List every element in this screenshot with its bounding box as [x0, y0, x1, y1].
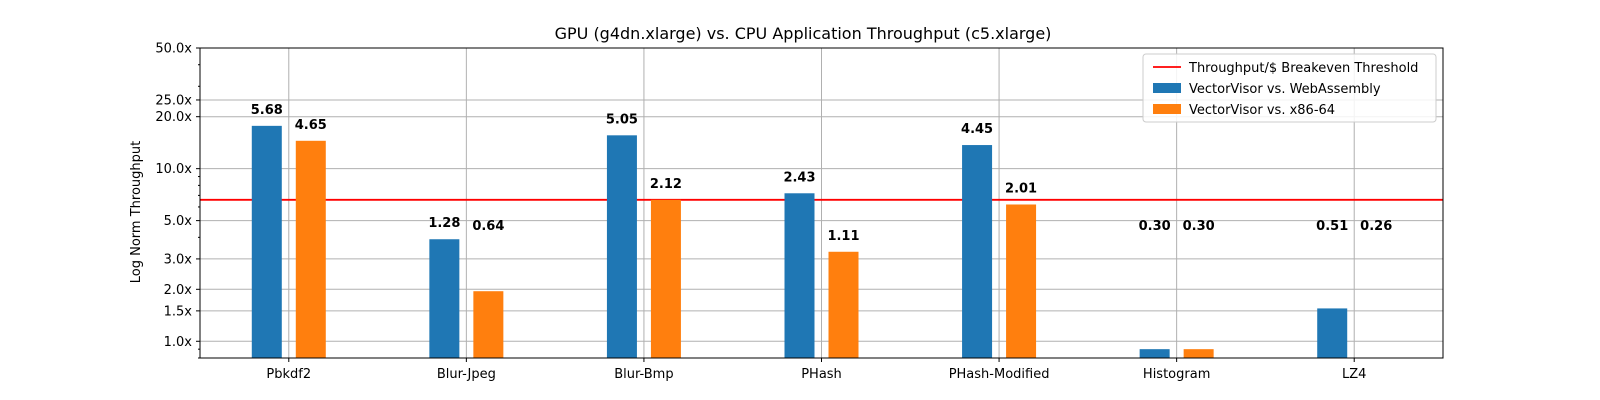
data-label: 4.65 [295, 118, 327, 133]
chart-title: GPU (g4dn.xlarge) vs. CPU Application Th… [555, 24, 1052, 43]
bar [650, 199, 681, 358]
legend-swatch [1153, 104, 1181, 114]
y-axis-label: Log Norm Throughput [129, 141, 144, 283]
y-tick-label: 3.0x [164, 252, 193, 267]
data-label: 4.45 [961, 122, 993, 137]
bar [429, 239, 460, 358]
bar [962, 145, 993, 358]
bar [784, 193, 815, 358]
x-tick-labels: Pbkdf2 Blur-Jpeg Blur-Bmp PHash PHash-Modifi… [266, 358, 1366, 382]
legend: Throughput/$ Breakeven Threshold VectorVi… [1142, 53, 1437, 123]
data-label: 1.28 [428, 216, 460, 231]
y-tick-label: 20.0x [155, 110, 192, 125]
data-label: 0.30 [1139, 219, 1171, 234]
y-tick-label: 25.0x [155, 93, 192, 108]
y-tick-label: 5.0x [164, 214, 193, 229]
grid [200, 47, 1443, 358]
x-tick-label: PHash-Modified [949, 367, 1050, 382]
y-tick-label: 2.0x [164, 283, 193, 298]
data-label: 1.11 [827, 229, 859, 244]
legend-series-label: VectorVisor vs. WebAssembly [1189, 82, 1381, 97]
x-tick-label: LZ4 [1342, 367, 1366, 382]
legend-threshold-label: Throughput/$ Breakeven Threshold [1188, 61, 1418, 76]
legend-series-label: VectorVisor vs. x86-64 [1189, 103, 1335, 118]
bar [606, 135, 637, 358]
data-label: 2.12 [650, 177, 682, 192]
y-tick-label: 1.5x [164, 304, 193, 319]
bar [1317, 308, 1348, 358]
data-label: 0.51 [1316, 219, 1348, 234]
data-label: 0.64 [472, 219, 504, 234]
data-label: 0.26 [1360, 219, 1392, 234]
data-labels: 5.68 4.65 1.28 0.64 5.05 2.12 2.43 1.11 4.45 2.01… [251, 103, 1393, 244]
y-tick-labels: 1.0x 1.5x 2.0x 3.0x 5.0x 10.0x 20.0x 25.0x 50.0x [155, 42, 200, 359]
x-tick-label: Blur-Jpeg [437, 367, 496, 382]
data-label: 2.01 [1005, 181, 1037, 196]
x-tick-label: PHash [801, 367, 842, 382]
bar [251, 125, 282, 358]
y-tick-label: 50.0x [155, 42, 192, 57]
y-tick-label: 10.0x [155, 162, 192, 177]
data-label: 5.05 [606, 112, 638, 127]
bar [1006, 204, 1037, 358]
data-label: 5.68 [251, 103, 283, 118]
plot-frame [199, 47, 1444, 359]
bar [295, 140, 326, 358]
bar [473, 291, 504, 358]
data-label: 2.43 [783, 170, 815, 185]
bar [1139, 349, 1170, 358]
legend-swatch [1153, 83, 1181, 93]
x-tick-label: Histogram [1143, 367, 1210, 382]
bar [1183, 349, 1214, 358]
bar [828, 251, 859, 358]
x-tick-label: Pbkdf2 [266, 367, 311, 382]
y-tick-label: 1.0x [164, 335, 193, 350]
bars [251, 125, 1348, 358]
legend-box [1142, 53, 1437, 123]
x-tick-label: Blur-Bmp [614, 367, 673, 382]
data-label: 0.30 [1183, 219, 1215, 234]
